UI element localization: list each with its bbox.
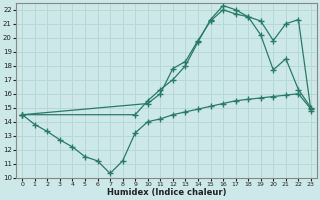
X-axis label: Humidex (Indice chaleur): Humidex (Indice chaleur): [107, 188, 226, 197]
